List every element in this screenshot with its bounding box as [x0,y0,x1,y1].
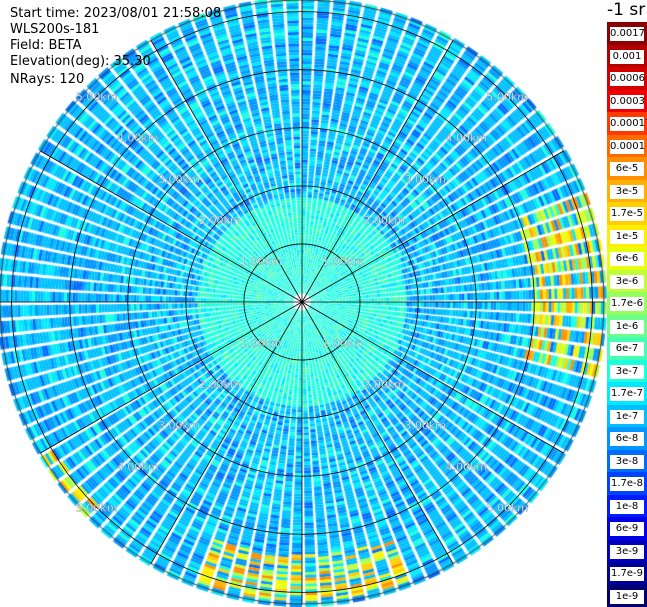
colorbar-swatch: 1.7e-7 [607,382,647,405]
colorbar-label: 3e-9 [610,544,644,559]
colorbar-swatch: 0.0001 [607,134,647,157]
colorbar-label: 1.7e-7 [610,387,644,401]
colorbar-swatch: 6e-6 [607,247,647,270]
colorbar-swatch: 6e-8 [607,427,647,450]
field-text: Field: BETA [10,38,82,53]
colorbar-swatch: 6e-9 [607,517,647,540]
colorbar-swatch: 3e-6 [607,269,647,292]
colorbar-swatch: 0.0006 [607,67,647,90]
colorbar-swatch: 0.0003 [607,89,647,112]
start-time-text: Start time: 2023/08/01 21:58:08 [10,6,222,21]
colorbar-swatch: 0.0017 [607,22,647,45]
colorbar-label: 0.001 [610,49,644,64]
colorbar-swatch: 3e-5 [607,179,647,202]
colorbar-label: 1e-6 [610,319,644,334]
colorbar-swatch: 1e-6 [607,314,647,337]
colorbar-swatch: 1e-9 [607,584,647,607]
colorbar-label: 1e-7 [610,409,644,424]
colorbar-label: 3e-6 [610,274,644,289]
elevation-text: Elevation(deg): 35.30 [10,54,151,69]
colorbar-swatch: 1.7e-8 [607,472,647,495]
colorbar-label: 6e-7 [610,342,644,356]
colorbar-label: 0.0001 [610,139,645,154]
instrument-text: WLS200s-181 [10,22,100,37]
colorbar-label: 6e-8 [610,432,644,446]
colorbar-label: 0.0003 [610,94,645,109]
nrays-text: NRays: 120 [10,72,85,87]
colorbar-label: 1.7e-8 [610,477,644,491]
colorbar-label: 1e-9 [610,589,644,604]
colorbar-swatch: 3e-7 [607,359,647,382]
colorbar-label: 0.00017 [610,117,647,131]
colorbar-label: 6e-9 [610,522,644,536]
colorbar-swatch: 0.00017 [607,112,647,135]
colorbar-label: 3e-7 [610,364,644,379]
colorbar-swatch: 3e-8 [607,449,647,472]
colorbar-label: 1e-8 [610,499,644,514]
colorbar-swatch: 1.7e-5 [607,202,647,225]
colorbar-swatch: 1e-8 [607,494,647,517]
colorbar-label: 1e-5 [610,229,644,244]
colorbar-swatch: 6e-5 [607,157,647,180]
colorbar-swatch: 6e-7 [607,337,647,360]
colorbar-label: 0.0017 [610,27,645,41]
colorbar-swatch: 1.7e-6 [607,292,647,315]
colorbar-label: 3e-8 [610,454,644,469]
colorbar-swatch: 1e-7 [607,404,647,427]
colorbar-label: 1.7e-6 [610,297,644,311]
colorbar-swatch: 1.7e-9 [607,562,647,585]
colorbar-unit: -1 sr [607,0,646,20]
colorbar-label: 1.7e-9 [610,567,644,581]
colorbar-label: 6e-6 [610,252,644,266]
colorbar-swatch: 1e-5 [607,224,647,247]
colorbar: 0.0017 0.001 0.0006 0.0003 0.00017 0.0001 6e-5… [607,22,647,607]
colorbar-label: 0.0006 [610,72,645,86]
colorbar-label: 1.7e-5 [610,207,644,221]
colorbar-swatch: 0.001 [607,44,647,67]
colorbar-label: 6e-5 [610,162,644,176]
colorbar-swatch: 3e-9 [607,539,647,562]
colorbar-label: 3e-5 [610,184,644,199]
